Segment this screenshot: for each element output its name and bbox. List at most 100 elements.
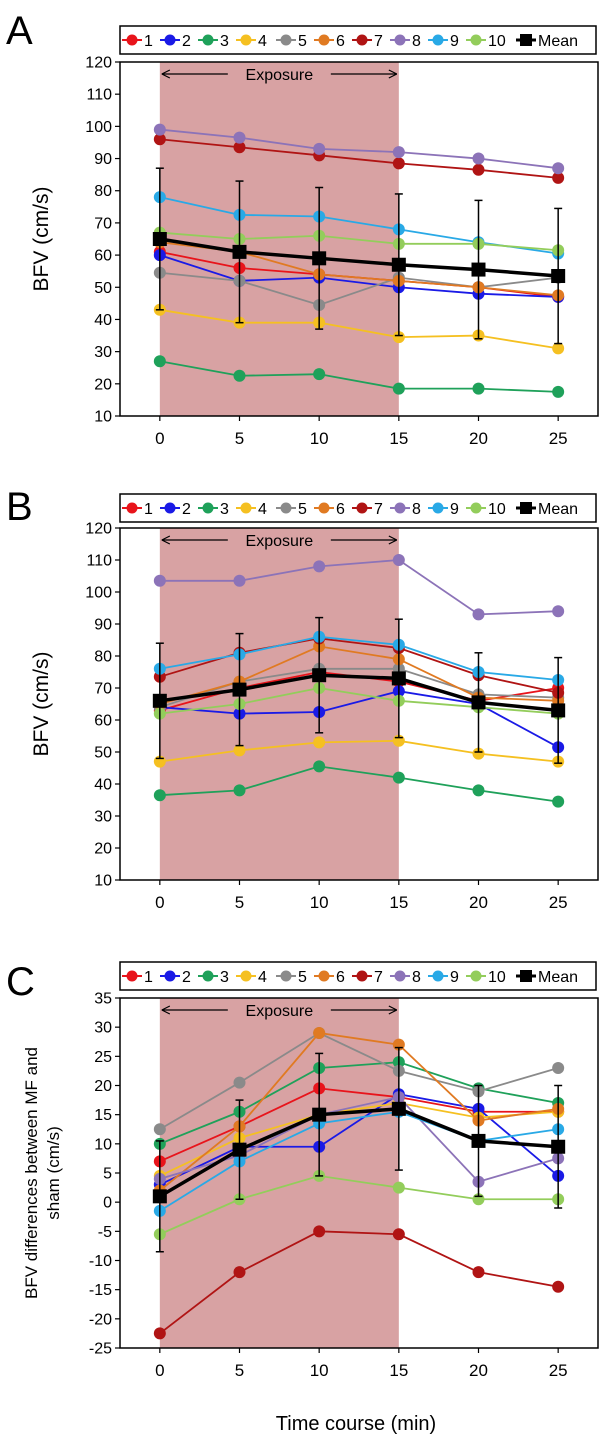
legend-marker-7 xyxy=(356,502,368,514)
series-line-1 xyxy=(159,1087,559,1163)
panel-c-letter: C xyxy=(6,960,35,1004)
x-tick-label: 20 xyxy=(469,429,488,448)
y-tick-label: 20 xyxy=(94,841,112,858)
series-3 xyxy=(153,760,565,808)
y-tick-label: -20 xyxy=(89,1311,112,1328)
legend-marker-6 xyxy=(318,34,330,46)
y-tick-label: 70 xyxy=(94,215,112,232)
exposure-band xyxy=(159,62,399,416)
x-axis: 0 5 10 15 20 25 xyxy=(155,880,568,912)
legend-marker-3 xyxy=(202,502,214,514)
x-tick-label: 25 xyxy=(549,429,568,448)
data-point-8 xyxy=(552,605,565,618)
y-tick-label: 40 xyxy=(94,312,112,329)
series-line-3 xyxy=(159,1061,559,1145)
series-mean xyxy=(152,616,566,764)
series-line-4 xyxy=(159,1102,559,1177)
data-point-mean xyxy=(551,269,566,284)
legend-label-7: 7 xyxy=(374,33,383,50)
data-point-7 xyxy=(552,1280,565,1293)
x-tick-label: 20 xyxy=(469,1361,488,1380)
data-point-3 xyxy=(552,385,565,398)
legend-label-9: 9 xyxy=(450,969,459,986)
legend-marker-4 xyxy=(240,34,252,46)
y-tick-label: 60 xyxy=(94,248,112,265)
legend-label-6: 6 xyxy=(336,969,345,986)
x-tick-label: 15 xyxy=(389,893,408,912)
data-point-7 xyxy=(392,1228,405,1241)
data-point-8 xyxy=(233,574,246,587)
y-axis: 10 20 30 40 50 60 70 80 90 100 110 120 xyxy=(85,521,120,890)
y-tick-label: 10 xyxy=(94,1136,112,1153)
legend-marker-6 xyxy=(318,502,330,514)
series-line-4 xyxy=(159,739,559,763)
data-point-8 xyxy=(552,162,565,175)
legend-label-6: 6 xyxy=(336,33,345,50)
x-tick-label: 10 xyxy=(310,1361,329,1380)
series-line-7 xyxy=(159,1230,559,1335)
y-tick-label: 80 xyxy=(94,649,112,666)
legend-marker-5 xyxy=(280,502,292,514)
series-line-2 xyxy=(159,690,559,748)
data-point-3 xyxy=(233,369,246,382)
series-8 xyxy=(153,123,565,175)
series-line-6 xyxy=(159,1032,559,1192)
y-tick-label: -5 xyxy=(98,1224,112,1241)
data-point-7 xyxy=(153,1327,166,1340)
series-line-5 xyxy=(159,271,559,306)
legend-marker-3 xyxy=(202,34,214,46)
legend-label-8: 8 xyxy=(412,33,421,50)
panel-b-letter: B xyxy=(6,485,33,529)
series-line-3 xyxy=(159,360,559,393)
y-tick-label: 110 xyxy=(86,553,112,570)
exposure-arrowhead-right xyxy=(388,1005,398,1015)
y-axis-title-line-2: sham (cm/s) xyxy=(44,1126,63,1220)
x-tick-label: 10 xyxy=(310,893,329,912)
y-tick-label: 110 xyxy=(86,87,112,104)
data-point-mean xyxy=(152,1189,167,1204)
legend-label-4: 4 xyxy=(258,969,267,986)
series-mean xyxy=(152,167,566,345)
series-line-mean xyxy=(158,1107,559,1198)
y-tick-label: 10 xyxy=(94,873,112,890)
exposure-arrow: Exposure xyxy=(161,533,398,550)
legend-marker-8 xyxy=(394,502,406,514)
legend-marker-1 xyxy=(126,970,138,982)
legend-marker-mean xyxy=(520,34,532,46)
x-tick-label: 20 xyxy=(469,893,488,912)
y-tick-label: 35 xyxy=(94,991,112,1008)
y-axis-title: BFV (cm/s) xyxy=(30,187,53,292)
data-point-mean xyxy=(471,1133,486,1148)
legend-label-mean: Mean xyxy=(538,501,578,518)
y-tick-label: 20 xyxy=(94,1078,112,1095)
data-point-mean xyxy=(551,703,566,718)
legend-label-7: 7 xyxy=(374,501,383,518)
y-tick-label: 30 xyxy=(94,344,112,361)
y-axis: 10 20 30 40 50 60 70 80 90 100 110 120 xyxy=(85,55,120,426)
data-point-3 xyxy=(153,789,166,802)
y-tick-label: -25 xyxy=(89,1341,112,1358)
data-point-8 xyxy=(392,554,405,566)
legend-marker-3 xyxy=(202,970,214,982)
data-point-mean xyxy=(232,1142,247,1157)
data-point-3 xyxy=(392,382,405,395)
legend-marker-8 xyxy=(394,34,406,46)
legend-label-mean: Mean xyxy=(538,33,578,50)
legend-marker-9 xyxy=(432,34,444,46)
x-tick-label: 0 xyxy=(155,429,164,448)
legend-label-1: 1 xyxy=(144,969,153,986)
exposure-arrow: Exposure xyxy=(161,1003,398,1020)
y-tick-label: 5 xyxy=(103,1166,112,1183)
legend-label-4: 4 xyxy=(258,33,267,50)
legend: 1 2 3 4 5 6 7 8 9 10 Mean xyxy=(119,493,597,523)
legend-label-4: 4 xyxy=(258,501,267,518)
panel-c: C 1 2 3 4 5 6 7 8 9 10 Mean Exposure -25 -20 -15 -10 -5 0… xyxy=(6,960,599,1380)
exposure-label: Exposure xyxy=(246,1003,314,1020)
data-point-mean xyxy=(152,232,167,246)
data-point-3 xyxy=(313,760,326,773)
data-point-8 xyxy=(313,560,326,573)
legend-marker-mean xyxy=(520,970,532,982)
x-tick-label: 10 xyxy=(310,429,329,448)
x-tick-label: 5 xyxy=(235,893,244,912)
legend-marker-5 xyxy=(280,34,292,46)
